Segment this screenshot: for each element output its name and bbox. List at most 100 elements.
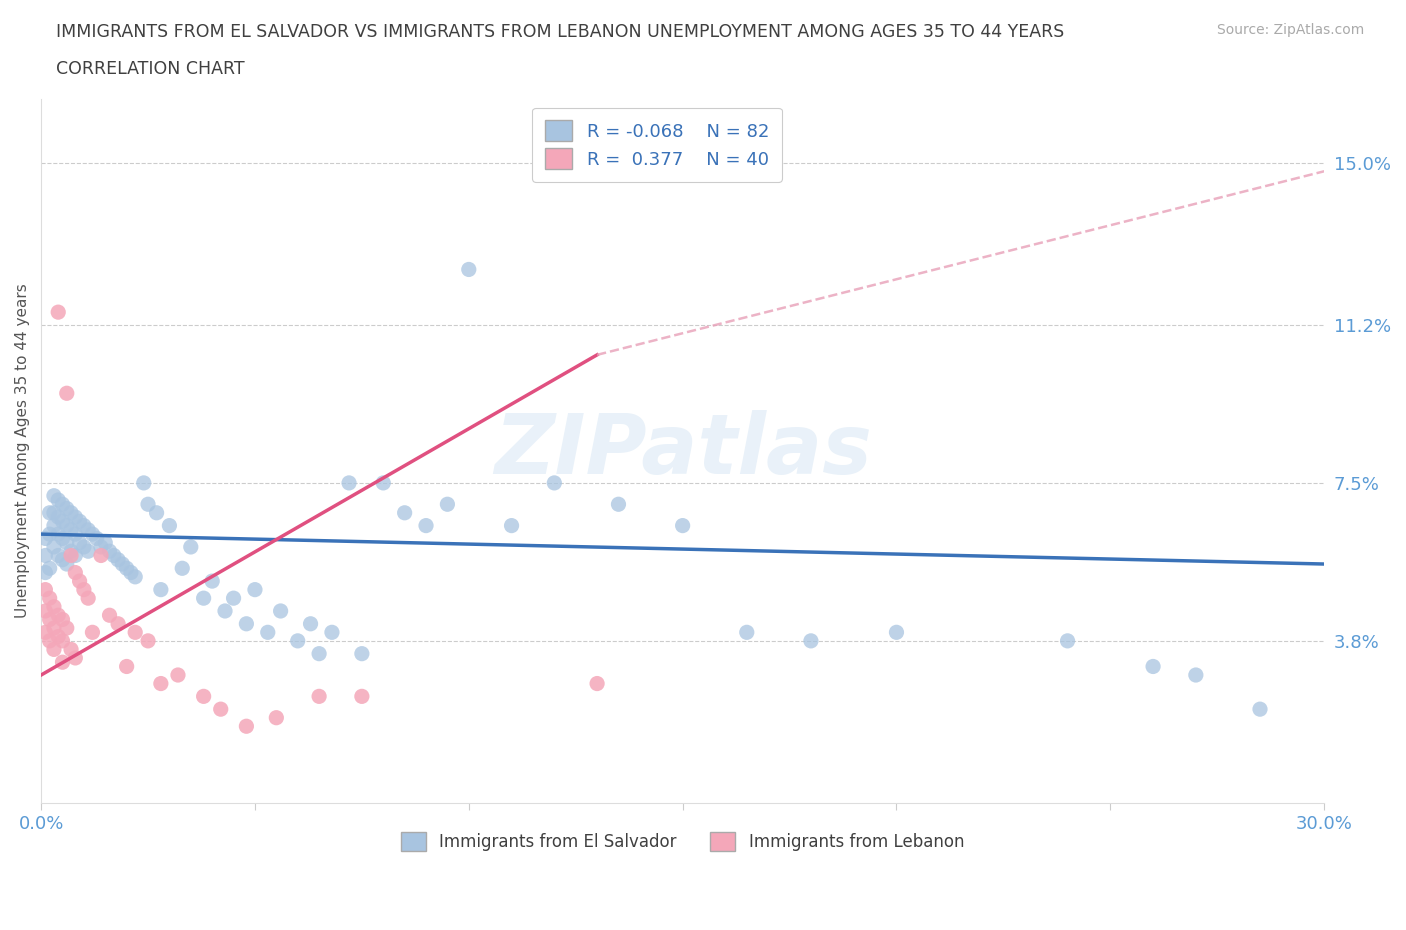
Text: CORRELATION CHART: CORRELATION CHART — [56, 60, 245, 78]
Point — [120, 565, 142, 580]
Point — [735, 625, 758, 640]
Point — [42, 642, 65, 657]
Point — [73, 539, 96, 554]
Point — [69, 574, 91, 589]
Point — [51, 497, 73, 512]
Point — [103, 548, 125, 563]
Point — [34, 531, 56, 546]
Point — [42, 488, 65, 503]
Point — [124, 569, 146, 584]
Point — [69, 536, 91, 551]
Point — [55, 518, 77, 533]
Point — [607, 497, 630, 512]
Point — [107, 617, 129, 631]
Point — [270, 604, 292, 618]
Point — [136, 497, 159, 512]
Point — [42, 620, 65, 635]
Point — [55, 501, 77, 516]
Point — [308, 646, 330, 661]
Point — [42, 539, 65, 554]
Point — [38, 526, 60, 541]
Point — [55, 536, 77, 551]
Point — [235, 719, 257, 734]
Text: Source: ZipAtlas.com: Source: ZipAtlas.com — [1216, 23, 1364, 37]
Point — [38, 505, 60, 520]
Point — [46, 305, 69, 320]
Point — [1142, 659, 1164, 674]
Point — [235, 617, 257, 631]
Point — [98, 608, 121, 623]
Point — [51, 612, 73, 627]
Point — [209, 702, 232, 717]
Point — [299, 617, 322, 631]
Point — [287, 633, 309, 648]
Point — [266, 711, 288, 725]
Point — [886, 625, 908, 640]
Point — [60, 642, 83, 657]
Point — [34, 625, 56, 640]
Point — [42, 599, 65, 614]
Point — [201, 574, 224, 589]
Legend: Immigrants from El Salvador, Immigrants from Lebanon: Immigrants from El Salvador, Immigrants … — [395, 826, 970, 858]
Point — [51, 552, 73, 567]
Point — [46, 493, 69, 508]
Point — [193, 689, 215, 704]
Point — [42, 505, 65, 520]
Point — [214, 604, 236, 618]
Point — [34, 604, 56, 618]
Point — [34, 565, 56, 580]
Point — [46, 630, 69, 644]
Point — [180, 539, 202, 554]
Point — [256, 625, 278, 640]
Point — [60, 544, 83, 559]
Point — [46, 608, 69, 623]
Text: ZIPatlas: ZIPatlas — [494, 410, 872, 491]
Point — [115, 659, 138, 674]
Point — [672, 518, 695, 533]
Point — [373, 475, 395, 490]
Point — [350, 646, 373, 661]
Point — [350, 689, 373, 704]
Point — [51, 531, 73, 546]
Point — [38, 561, 60, 576]
Point — [136, 633, 159, 648]
Point — [157, 518, 180, 533]
Point — [111, 556, 134, 571]
Point — [90, 539, 112, 554]
Point — [65, 548, 87, 563]
Point — [149, 676, 172, 691]
Point — [65, 510, 87, 525]
Point — [107, 552, 129, 567]
Y-axis label: Unemployment Among Ages 35 to 44 years: Unemployment Among Ages 35 to 44 years — [15, 284, 30, 618]
Point — [55, 620, 77, 635]
Point — [321, 625, 343, 640]
Point — [1185, 668, 1208, 683]
Point — [501, 518, 523, 533]
Point — [337, 475, 360, 490]
Point — [193, 591, 215, 605]
Point — [94, 536, 117, 551]
Point — [415, 518, 437, 533]
Point — [82, 526, 104, 541]
Point — [124, 625, 146, 640]
Point — [65, 526, 87, 541]
Point — [77, 544, 100, 559]
Point — [543, 475, 565, 490]
Point — [69, 514, 91, 529]
Point — [436, 497, 458, 512]
Point — [77, 523, 100, 538]
Point — [115, 561, 138, 576]
Text: IMMIGRANTS FROM EL SALVADOR VS IMMIGRANTS FROM LEBANON UNEMPLOYMENT AMONG AGES 3: IMMIGRANTS FROM EL SALVADOR VS IMMIGRANT… — [56, 23, 1064, 41]
Point — [172, 561, 194, 576]
Point — [34, 582, 56, 597]
Point — [60, 523, 83, 538]
Point — [394, 505, 416, 520]
Point — [46, 548, 69, 563]
Point — [42, 518, 65, 533]
Point — [51, 514, 73, 529]
Point — [132, 475, 155, 490]
Point — [77, 591, 100, 605]
Point — [46, 526, 69, 541]
Point — [55, 386, 77, 401]
Point — [1249, 702, 1271, 717]
